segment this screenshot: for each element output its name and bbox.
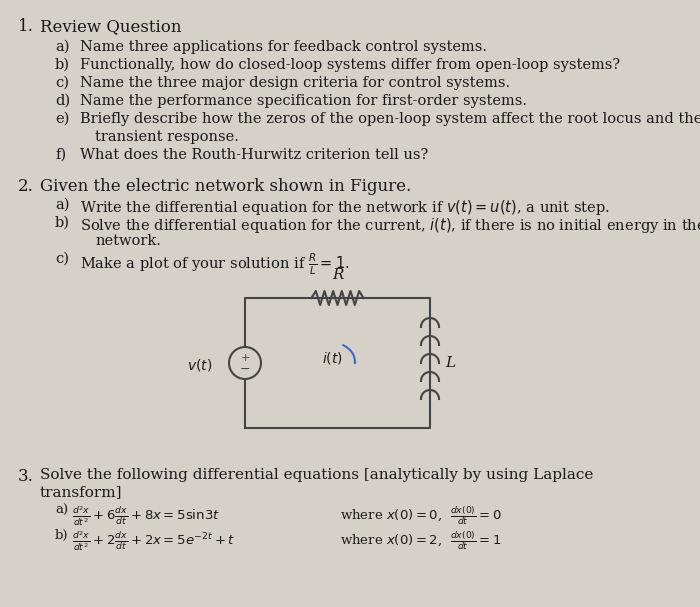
Text: c): c): [55, 252, 69, 266]
Text: where $x(0) = 0$,  $\frac{dx(0)}{dt} = 0$: where $x(0) = 0$, $\frac{dx(0)}{dt} = 0$: [340, 504, 502, 527]
Text: b): b): [55, 529, 69, 542]
Text: Name the performance specification for first-order systems.: Name the performance specification for f…: [80, 94, 527, 108]
Text: Review Question: Review Question: [40, 18, 181, 35]
Text: f): f): [55, 148, 66, 162]
Text: $\frac{d^2x}{dt^2} + 2\frac{dx}{dt} + 2x = 5e^{-2t} + t$: $\frac{d^2x}{dt^2} + 2\frac{dx}{dt} + 2x…: [72, 529, 235, 553]
Text: $v(t)$: $v(t)$: [187, 357, 212, 373]
Text: Name the three major design criteria for control systems.: Name the three major design criteria for…: [80, 76, 510, 90]
Text: network.: network.: [95, 234, 161, 248]
Text: Briefly describe how the zeros of the open-loop system affect the root locus and: Briefly describe how the zeros of the op…: [80, 112, 700, 126]
Text: Given the electric network shown in Figure.: Given the electric network shown in Figu…: [40, 178, 412, 195]
Text: Name three applications for feedback control systems.: Name three applications for feedback con…: [80, 40, 487, 54]
Text: L: L: [445, 356, 455, 370]
Text: $i(t)$: $i(t)$: [322, 350, 343, 366]
Text: Solve the following differential equations [analytically by using Laplace: Solve the following differential equatio…: [40, 468, 594, 482]
Text: transform]: transform]: [40, 485, 122, 499]
Text: transient response.: transient response.: [95, 130, 239, 144]
Text: 1.: 1.: [18, 18, 34, 35]
Text: Solve the differential equation for the current, $i(t)$, if there is no initial : Solve the differential equation for the …: [80, 216, 700, 235]
Text: where $x(0) = 2$,  $\frac{dx(0)}{dt} = 1$: where $x(0) = 2$, $\frac{dx(0)}{dt} = 1$: [340, 529, 502, 552]
Text: Write the differential equation for the network if $v(t) = u(t)$, a unit step.: Write the differential equation for the …: [80, 198, 610, 217]
Text: d): d): [55, 94, 70, 108]
Text: 3.: 3.: [18, 468, 34, 485]
Circle shape: [229, 347, 261, 379]
Text: 2.: 2.: [18, 178, 34, 195]
Text: e): e): [55, 112, 69, 126]
Text: a): a): [55, 198, 69, 212]
Text: −: −: [239, 362, 251, 376]
Text: a): a): [55, 40, 69, 54]
Text: $\frac{d^2x}{dt^2} + 6\frac{dx}{dt} + 8x = 5\mathrm{sin}3t$: $\frac{d^2x}{dt^2} + 6\frac{dx}{dt} + 8x…: [72, 504, 220, 528]
Text: What does the Routh-Hurwitz criterion tell us?: What does the Routh-Hurwitz criterion te…: [80, 148, 428, 162]
Text: a): a): [55, 504, 68, 517]
Text: c): c): [55, 76, 69, 90]
Text: Functionally, how do closed-loop systems differ from open-loop systems?: Functionally, how do closed-loop systems…: [80, 58, 620, 72]
FancyArrowPatch shape: [343, 345, 355, 363]
Text: +: +: [240, 353, 250, 363]
Text: Make a plot of your solution if $\frac{R}{L} = 1$.: Make a plot of your solution if $\frac{R…: [80, 252, 349, 277]
Text: b): b): [55, 216, 70, 230]
Text: R: R: [332, 268, 343, 282]
Text: b): b): [55, 58, 70, 72]
